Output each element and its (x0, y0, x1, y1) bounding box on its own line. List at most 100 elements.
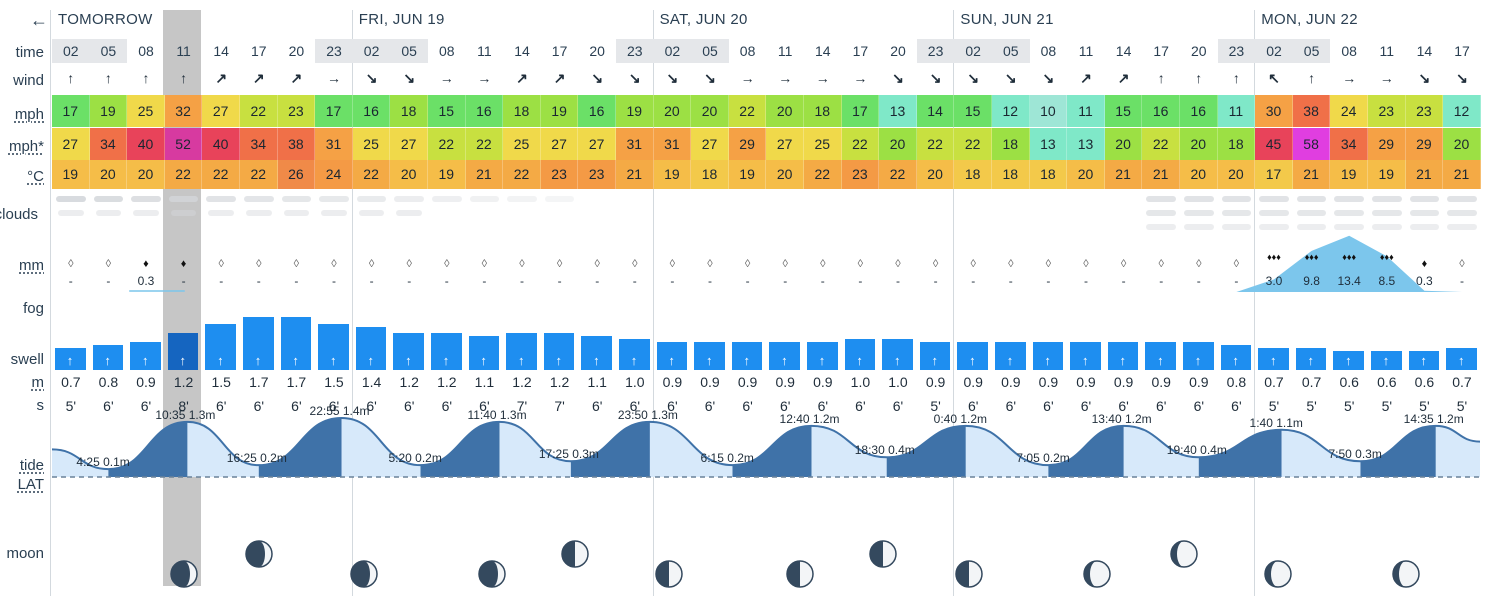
row-label-s: s (36, 397, 45, 414)
cloud-icon (246, 210, 272, 216)
wind-gust-cell: 22 (841, 128, 880, 160)
wind-gust-cell: 34 (89, 128, 128, 160)
row-label-swell: swell (10, 351, 44, 368)
time-cell: 02 (52, 39, 90, 63)
back-button[interactable]: ← (30, 10, 48, 30)
rain-amount: - (181, 274, 186, 288)
moon-phase-icon (478, 560, 506, 588)
swell-bar (205, 323, 236, 370)
swell-bar (355, 326, 387, 370)
wind-speed-cell: 19 (616, 95, 654, 127)
swell-bar (130, 342, 161, 370)
rain-amount: - (1083, 274, 1088, 288)
raindrop-icon: ◊ (256, 258, 262, 270)
time-cell: 14 (514, 43, 530, 59)
cloud-icon (507, 196, 537, 202)
wind-direction-arrow-icon: ↘ (1456, 70, 1468, 86)
temperature-cell: 23 (578, 160, 616, 189)
raindrop-icon: ◊ (895, 258, 901, 270)
temperature-cell: 19 (52, 160, 90, 189)
time-cell: 23 (916, 39, 955, 63)
swell-bar (656, 342, 688, 370)
wind-speed-cell: 20 (653, 95, 692, 127)
raindrop-icon: ♦♦♦ (1267, 252, 1281, 262)
wind-gust-cell: 27 (52, 128, 90, 160)
wind-direction-arrow-icon: ↑ (180, 70, 188, 86)
wind-direction-arrow-icon: ↑ (1195, 70, 1203, 86)
swell-direction-arrow-icon: ↑ (1457, 353, 1465, 368)
row-label-fog: fog (23, 300, 44, 317)
moon-phase-icon (1170, 540, 1198, 568)
cloud-icon (394, 196, 424, 202)
swell-bar (581, 335, 612, 370)
swell-bar (694, 342, 725, 370)
swell-height: 1.0 (888, 374, 908, 390)
swell-height: 0.9 (1038, 374, 1059, 390)
wind-gust-cell: 20 (879, 128, 917, 160)
cloud-icon (95, 210, 122, 216)
wind-direction-arrow-icon: ↑ (1157, 70, 1165, 86)
swell-period: 5' (1381, 398, 1393, 414)
raindrop-icon: ♦ (143, 258, 149, 270)
temperature-cell: 26 (277, 160, 316, 189)
swell-height: 0.6 (1339, 374, 1359, 390)
temperature-cell: 20 (1217, 160, 1256, 189)
raindrop-icon: ♦♦♦ (1379, 252, 1394, 262)
time-cell: 11 (1078, 43, 1094, 59)
raindrop-icon: ◊ (782, 258, 788, 270)
swell-bar (280, 317, 312, 370)
swell-period: 6' (704, 398, 716, 414)
rain-amount: - (820, 274, 825, 288)
wind-speed-cell: 13 (879, 95, 917, 127)
time-cell: 02 (352, 39, 391, 63)
row-label-mph: mph (14, 106, 44, 123)
swell-period: 6' (1193, 398, 1205, 414)
cloud-icon (168, 196, 199, 202)
rain-amount: - (369, 274, 374, 288)
wind-gust-cell: 27 (766, 128, 804, 160)
swell-direction-arrow-icon: ↑ (1157, 353, 1164, 368)
rain-amount: - (971, 274, 976, 288)
cloud-icon (1221, 224, 1252, 230)
swell-bar (619, 339, 650, 370)
tide-label: 5:20 0.2m (388, 451, 442, 466)
time-cell: 05 (691, 39, 729, 63)
tide-label: 16:25 0.2m (226, 451, 287, 466)
time-cell: 08 (138, 43, 154, 59)
swell-period: 6' (441, 398, 453, 414)
swell-period: 5' (930, 398, 941, 414)
day-header: FRI, JUN 19 (358, 11, 445, 28)
tide-label: 7:50 0.3m (1328, 447, 1382, 462)
wind-speed-cell: 17 (315, 95, 353, 127)
rain-amount: - (1159, 274, 1164, 288)
swell-height: 0.9 (925, 374, 946, 390)
temperature-cell: 19 (1368, 160, 1406, 189)
swell-period: 7' (516, 398, 528, 414)
wind-gust-cell: 34 (1330, 128, 1368, 160)
rain-amount: - (519, 274, 524, 288)
wind-direction-arrow-icon: ↘ (666, 70, 679, 86)
swell-period: 6' (591, 398, 603, 414)
tide-label: 12:40 1.2m (779, 411, 840, 426)
wind-gust-cell: 40 (127, 128, 165, 160)
wind-gust-cell: 25 (804, 128, 842, 160)
swell-bar (1107, 342, 1139, 370)
wind-direction-arrow-icon: ↗ (1080, 70, 1092, 86)
rain-amount: - (858, 274, 863, 288)
swell-bar (919, 342, 951, 370)
cloud-icon (1184, 210, 1214, 216)
temperature-cell: 21 (616, 160, 654, 189)
cloud-icon (1146, 224, 1176, 230)
swell-direction-arrow-icon: ↑ (292, 353, 299, 368)
time-cell: 20 (589, 43, 605, 59)
rain-amount: - (219, 274, 224, 288)
time-cell: 05 (390, 39, 428, 63)
swell-height: 0.9 (813, 374, 833, 390)
swell-height: 0.9 (1151, 374, 1171, 390)
rain-amount: 0.3 (137, 274, 155, 288)
cloud-icon (283, 210, 310, 216)
time-cell: 14 (213, 43, 229, 59)
raindrop-icon: ◊ (1120, 258, 1127, 270)
cloud-icon (1259, 196, 1289, 202)
